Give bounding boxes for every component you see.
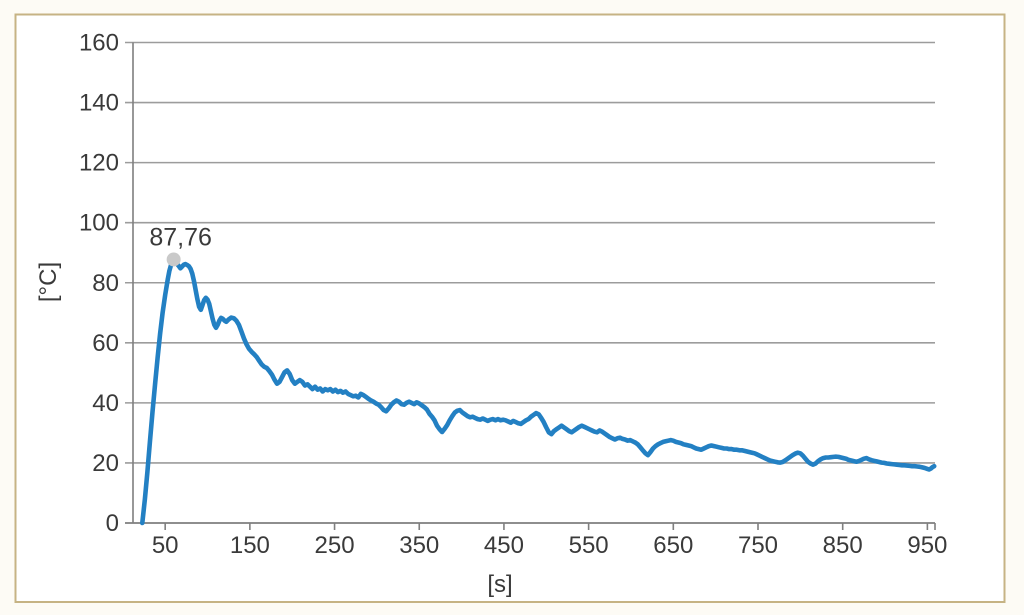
x-tick-label: 50 (152, 532, 179, 559)
x-tick-label: 950 (907, 532, 947, 559)
y-tick-label: 160 (79, 30, 119, 57)
peak-marker (166, 252, 181, 267)
y-tick-labels: 0 20 40 60 80 100 120 140 160 (79, 30, 119, 538)
y-tick-label: 0 (106, 510, 119, 537)
x-tick-label: 250 (315, 532, 355, 559)
y-tick-label: 100 (79, 210, 119, 237)
x-tick-label: 450 (484, 532, 524, 559)
peak-annotation: 87,76 (149, 223, 212, 251)
y-tick-label: 20 (92, 450, 119, 477)
x-tick-marks (164, 523, 936, 530)
y-tick-label: 140 (79, 90, 119, 117)
y-tick-label: 80 (92, 270, 119, 297)
temperature-line (140, 257, 937, 526)
y-tick-label: 60 (92, 330, 119, 357)
y-tick-label: 40 (92, 390, 119, 417)
x-tick-label: 350 (399, 532, 439, 559)
chart-frame-border (14, 13, 1006, 603)
x-axis-label: [s] (487, 571, 512, 598)
x-tick-label: 150 (230, 532, 270, 559)
x-tick-labels: 50 150 250 350 450 550 650 750 850 950 (152, 532, 948, 559)
x-tick-label: 850 (823, 532, 863, 559)
y-tick-label: 120 (79, 150, 119, 177)
x-tick-label: 650 (653, 532, 693, 559)
chart-background (16, 15, 1004, 601)
x-tick-label: 550 (569, 532, 609, 559)
x-tick-label: 750 (738, 532, 778, 559)
y-axis-label: [°C] (35, 262, 62, 302)
